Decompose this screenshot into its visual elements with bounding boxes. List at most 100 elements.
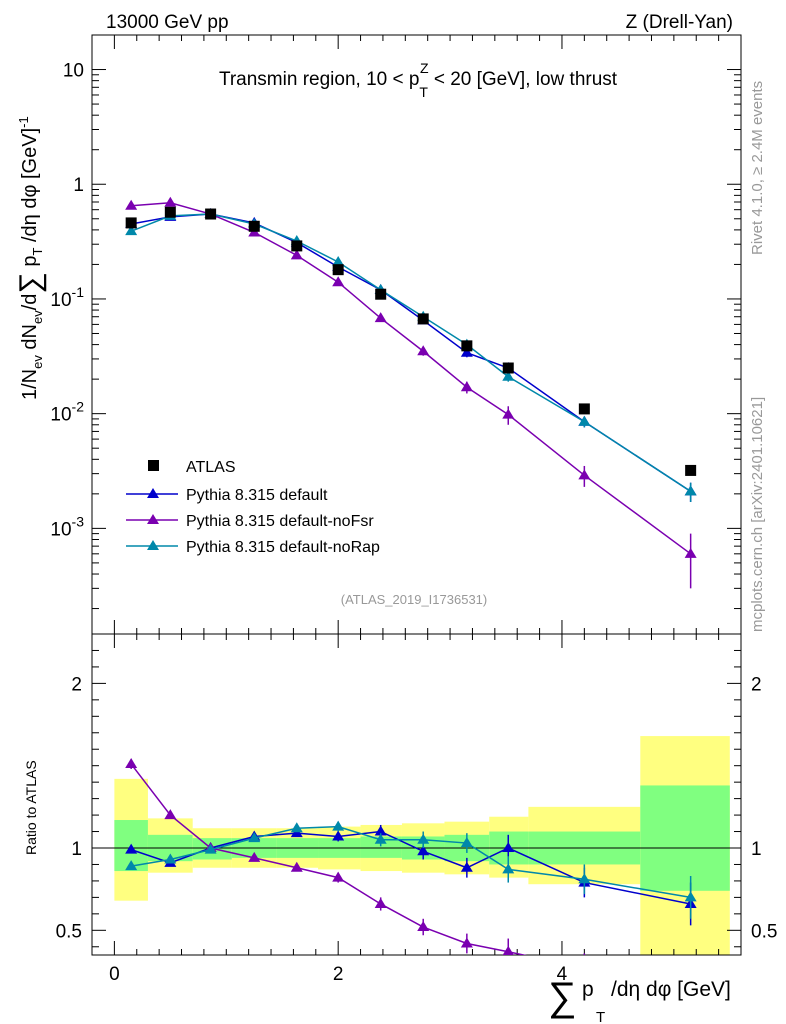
ratio-y-axis-label: Ratio to ATLAS (23, 760, 39, 855)
point-atlas (164, 206, 176, 218)
ratio-point-pythia-8-315-default-nofsr (502, 945, 514, 955)
ratio-y-tick-label-right: 1 (751, 839, 762, 860)
legend-norap-marker (147, 540, 159, 550)
ratio-point-pythia-8-315-default (460, 861, 473, 872)
point-atlas (417, 313, 429, 325)
point-atlas (502, 362, 514, 374)
x-tick-label: 4 (557, 964, 568, 985)
point-pythia-8-315-default-nofsr (578, 469, 591, 480)
ratio-point-pythia-8-315-default-nofsr (374, 897, 387, 908)
point-pythia-8-315-default-nofsr (684, 547, 697, 558)
legend-default-marker (147, 488, 159, 498)
ratio-line-pythia-8-315-default-nofsr (130, 763, 528, 955)
y-tick-label: 10-1 (50, 284, 84, 311)
ratio-point-pythia-8-315-default-norap (248, 832, 261, 843)
y-tick-label: 10-2 (50, 399, 84, 426)
legend-norap-label: Pythia 8.315 default-noRap (186, 539, 380, 556)
ratio-point-pythia-8-315-default-norap (460, 837, 473, 848)
ratio-point-pythia-8-315-default-nofsr (248, 851, 261, 862)
ratio-point-pythia-8-315-default-nofsr (460, 937, 473, 948)
point-atlas (578, 403, 590, 415)
point-pythia-8-315-default-nofsr (332, 276, 345, 287)
ratio-point-pythia-8-315-default-norap (204, 843, 217, 854)
line-pythia-8-315-default (131, 213, 692, 493)
line-pythia-8-315-default-nofsr (131, 201, 692, 555)
point-pythia-8-315-default-norap (502, 370, 515, 381)
ratio-point-pythia-8-315-default (374, 825, 387, 836)
x-tick-label: 2 (333, 964, 344, 985)
y-tick-label: 10 (63, 61, 84, 82)
analysis-label: (ATLAS_2019_I1736531) (341, 592, 487, 607)
legend-default-label: Pythia 8.315 default (186, 487, 328, 504)
point-pythia-8-315-default-nofsr (374, 312, 387, 323)
svg-text:1/Nev dNev/d∑ pT /dη dφ [GeV]: 1/Nev dNev/d∑ pT /dη dφ [GeV]-1 (14, 116, 47, 400)
ratio-point-pythia-8-315-default-norap (502, 863, 515, 874)
svg-text:/dη dφ [GeV]: /dη dφ [GeV] (611, 978, 731, 1001)
x-tick-label: 0 (109, 964, 120, 985)
point-pythia-8-315-default-norap (684, 485, 697, 496)
ratio-y-tick-label-right: 2 (751, 674, 762, 695)
ratio-band-inner (640, 785, 730, 891)
point-pythia-8-315-default-norap (578, 415, 591, 426)
header-right: Z (Drell-Yan) (626, 12, 733, 33)
point-atlas (125, 217, 137, 229)
ratio-point-pythia-8-315-default-norap (125, 860, 138, 871)
ratio-point-pythia-8-315-default-norap (374, 833, 387, 844)
line-pythia-8-315-default-norap (130, 213, 692, 493)
point-pythia-8-315-default-nofsr (417, 345, 430, 356)
ratio-point-pythia-8-315-default-norap (417, 833, 430, 844)
ratio-y-tick-label: 1 (71, 839, 82, 860)
y-tick-label: 10-3 (50, 513, 84, 540)
point-pythia-8-315-default-nofsr (125, 199, 138, 210)
ratio-point-pythia-8-315-default-nofsr (290, 861, 303, 872)
point-pythia-8-315-default-norap (125, 225, 138, 236)
ratio-point-pythia-8-315-default (125, 843, 138, 854)
ratio-point-pythia-8-315-default-nofsr (125, 758, 138, 769)
ratio-point-pythia-8-315-default-nofsr (164, 809, 177, 820)
ratio-point-pythia-8-315-default-nofsr (417, 921, 430, 932)
ratio-point-pythia-8-315-default-norap (578, 873, 591, 884)
point-atlas (685, 464, 697, 476)
point-pythia-8-315-default-norap (332, 255, 345, 266)
legend-atlas-marker (148, 460, 159, 471)
point-atlas (291, 240, 303, 252)
y-tick-label: 1 (73, 175, 84, 196)
x-axis-label: ∑ p T /dη dφ [GeV] (548, 975, 731, 1024)
svg-text:p: p (582, 978, 594, 1001)
point-atlas (461, 340, 473, 352)
ratio-point-pythia-8-315-default (502, 842, 515, 852)
header-left: 13000 GeV pp (106, 12, 229, 33)
legend: ATLAS Pythia 8.315 default Pythia 8.315 … (126, 459, 380, 556)
ratio-band-inner (360, 836, 402, 858)
ratio-y-tick-label-right: 0.5 (751, 921, 777, 942)
ratio-point-pythia-8-315-default (332, 830, 345, 841)
point-atlas (205, 208, 217, 220)
plot-title: Transmin region, 10 < pTZ < 20 [GeV], lo… (219, 60, 618, 100)
ratio-point-pythia-8-315-default-norap (164, 853, 177, 864)
ratio-line-pythia-8-315-default (130, 830, 691, 905)
ratio-point-pythia-8-315-default-nofsr (332, 871, 345, 882)
legend-nofsr-marker (147, 514, 159, 524)
point-pythia-8-315-default-nofsr (164, 196, 177, 207)
point-pythia-8-315-default-nofsr (290, 249, 303, 260)
ratio-point-pythia-8-315-default-nofsr (578, 962, 590, 972)
legend-nofsr-label: Pythia 8.315 default-noFsr (186, 513, 374, 530)
ratio-point-pythia-8-315-default-norap (290, 822, 303, 833)
svg-text:T: T (596, 1009, 605, 1024)
point-atlas (332, 264, 344, 276)
ratio-series (125, 758, 697, 972)
ratio-y-tick-label: 2 (71, 674, 82, 695)
ratio-point-pythia-8-315-default-norap (684, 891, 697, 902)
svg-text:∑: ∑ (548, 975, 577, 1019)
rivet-label: Rivet 4.1.0, ≥ 2.4M events (749, 81, 766, 255)
point-atlas (248, 220, 260, 232)
mcplots-label: mcplots.cern.ch [arXiv:2401.10621] (749, 397, 766, 632)
ratio-y-tick-label: 0.5 (56, 921, 82, 942)
point-atlas (375, 288, 387, 300)
point-pythia-8-315-default (460, 346, 473, 357)
legend-atlas-label: ATLAS (186, 459, 236, 476)
ratio-point-pythia-8-315-default (417, 845, 430, 856)
point-pythia-8-315-default-nofsr (460, 381, 473, 392)
ratio-plot-frame (91, 633, 742, 956)
